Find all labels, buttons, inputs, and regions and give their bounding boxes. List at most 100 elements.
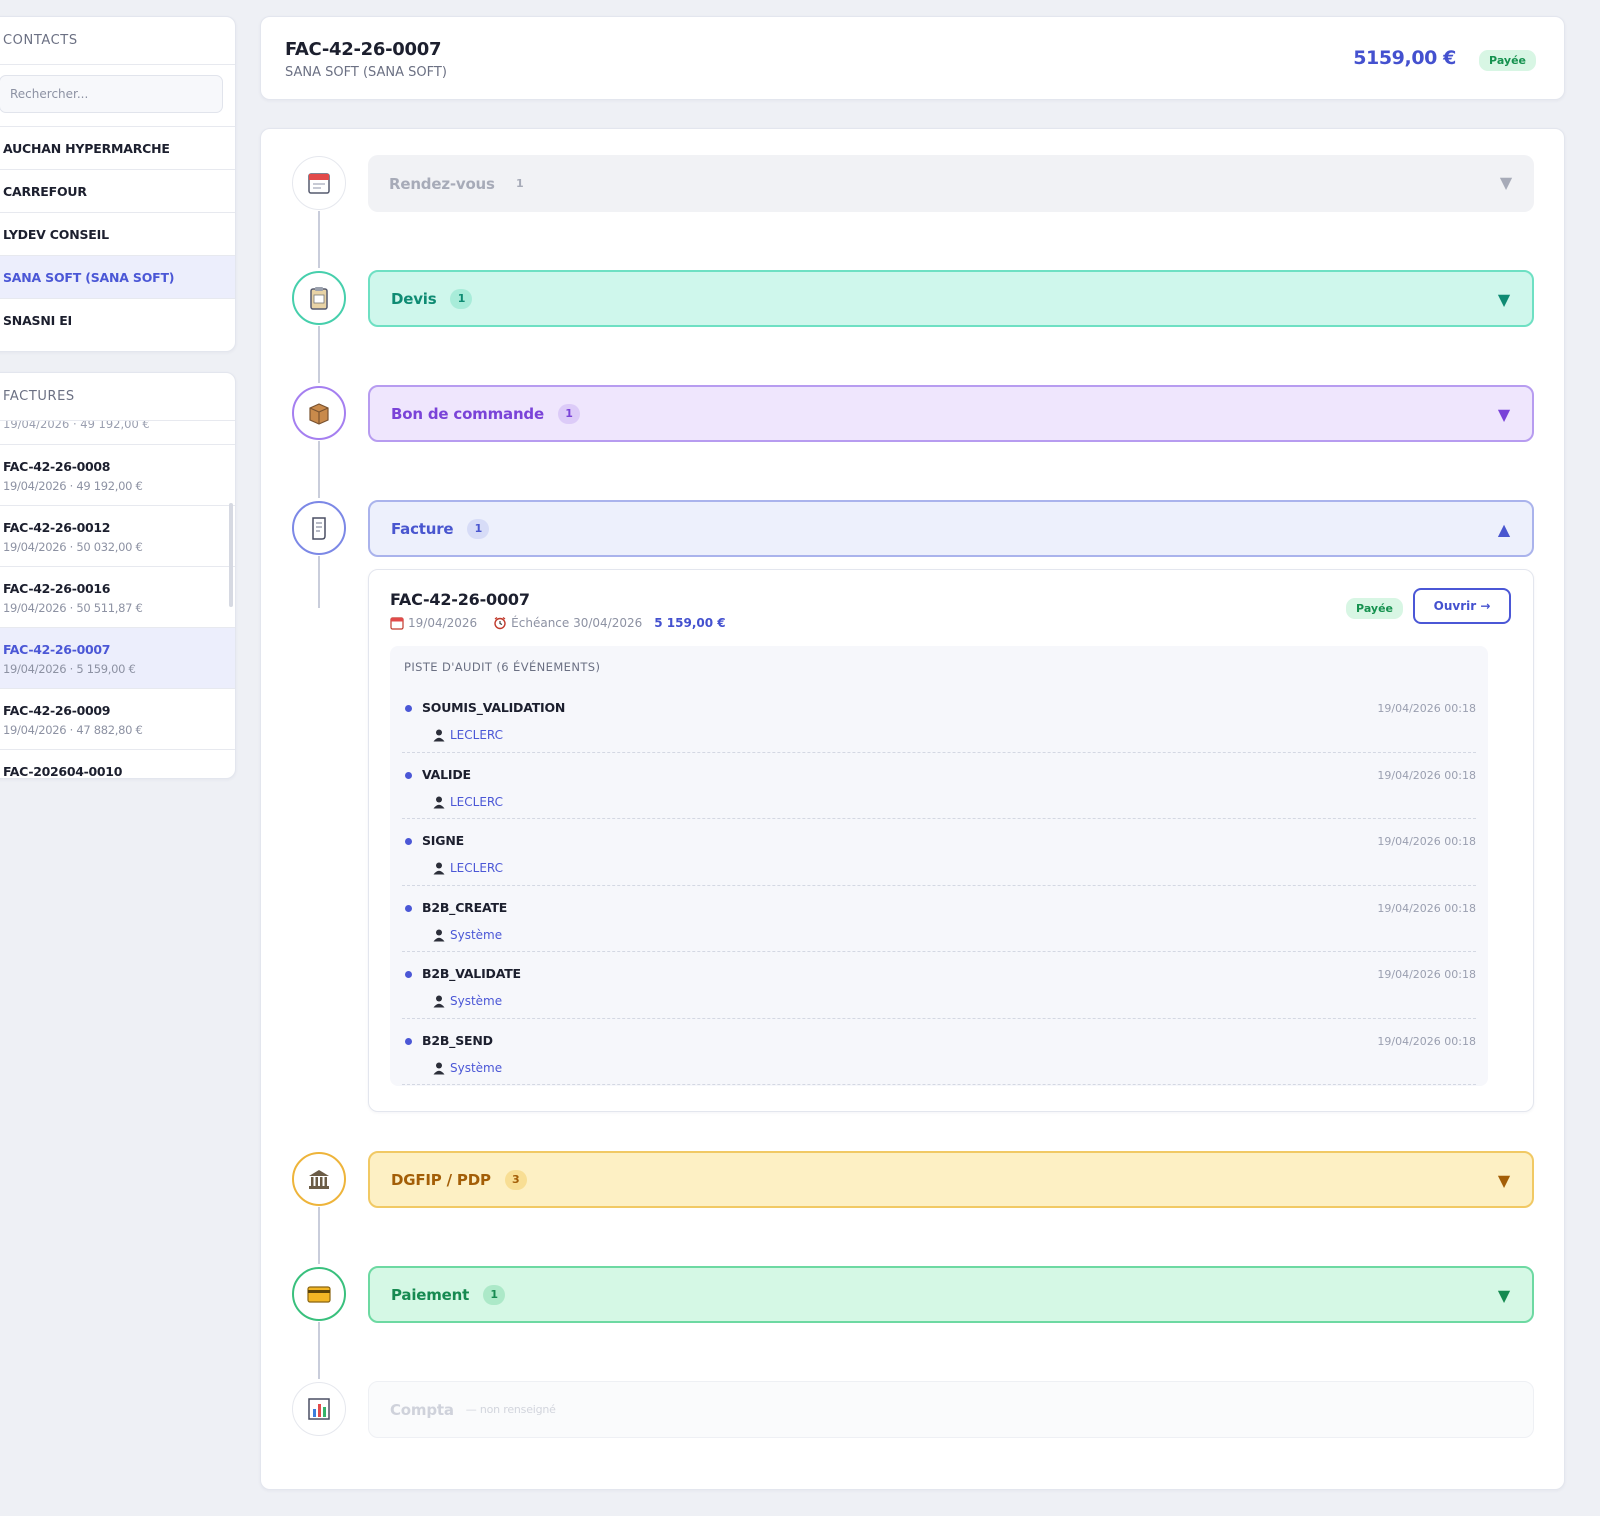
contact-item-snasni[interactable]: SNASNI EI xyxy=(3,313,72,328)
chevron-down-icon[interactable]: ▼ xyxy=(1497,405,1510,424)
facture-number: FAC-42-26-0012 xyxy=(3,520,111,535)
event-name: B2B_VALIDATE xyxy=(422,966,521,981)
event-user: LECLERC xyxy=(432,861,503,875)
event-user: Système xyxy=(432,994,502,1008)
stage-dgfip-pdp[interactable]: DGFIP / PDP 3 ▼ xyxy=(368,1151,1534,1208)
audit-event: B2B_VALIDATE Système 19/04/2026 00:18 xyxy=(402,952,1476,1019)
stage-count: 1 xyxy=(557,403,580,424)
event-dot-icon xyxy=(405,838,412,845)
facture-meta: 19/04/2026 · 50 032,00 € xyxy=(3,540,143,554)
calendar-icon xyxy=(390,617,404,630)
facture-item[interactable]: FAC-42-26-0012 19/04/2026 · 50 032,00 € xyxy=(0,506,235,567)
timeline-connector xyxy=(318,1207,320,1264)
status-badge: Payée xyxy=(1346,598,1403,619)
chevron-down-icon[interactable]: ▼ xyxy=(1499,173,1512,192)
audit-event: SOUMIS_VALIDATION LECLERC 19/04/2026 00:… xyxy=(402,686,1476,753)
contact-item-lydev[interactable]: LYDEV CONSEIL xyxy=(0,213,235,256)
header-amount: 5159,00 € xyxy=(1353,47,1456,69)
facture-list-scrollbar[interactable] xyxy=(229,503,233,607)
event-user: LECLERC xyxy=(432,728,503,742)
event-dot-icon xyxy=(405,971,412,978)
event-dot-icon xyxy=(405,771,412,779)
user-icon xyxy=(433,1062,445,1074)
stage-label: Paiement xyxy=(391,1285,470,1304)
event-name: SOUMIS_VALIDATION xyxy=(422,700,566,715)
stage-rendez-vous[interactable]: Rendez-vous 1 ▼ xyxy=(368,155,1534,212)
event-user-name: Système xyxy=(450,1060,503,1075)
timeline-connector xyxy=(318,556,320,608)
invoice-date: 19/04/2026 xyxy=(408,616,478,630)
event-time: 19/04/2026 00:18 xyxy=(1377,968,1476,981)
timeline-connector xyxy=(318,211,320,268)
stage-label: Facture xyxy=(391,519,454,538)
status-badge: Payée xyxy=(1479,50,1536,71)
stage-count: 1 xyxy=(483,1284,506,1305)
chevron-down-icon[interactable]: ▼ xyxy=(1497,1286,1510,1305)
page-subtitle: SANA SOFT (SANA SOFT) xyxy=(285,65,447,80)
invoice-number: FAC-42-26-0007 xyxy=(390,590,530,609)
facture-meta: 19/04/2026 · 49 192,00 € xyxy=(3,479,143,493)
package-icon xyxy=(309,403,329,425)
event-user-name: Système xyxy=(450,927,503,942)
facture-item[interactable]: FAC-202604-0010 xyxy=(0,750,235,779)
credit-card-icon xyxy=(307,1286,331,1303)
event-user-name: LECLERC xyxy=(450,728,504,742)
facture-meta: 19/04/2026 · 47 882,80 € xyxy=(3,723,143,737)
search-container xyxy=(0,65,235,127)
facture-list[interactable]: 19/04/2026 · 49 192,00 € FAC-42-26-0008 … xyxy=(0,421,235,779)
audit-trail-title: PISTE D'AUDIT (6 ÉVÉNEMENTS) xyxy=(404,660,601,674)
facture-item[interactable]: FAC-42-26-0009 19/04/2026 · 47 882,80 € xyxy=(0,689,235,750)
chevron-down-icon[interactable]: ▼ xyxy=(1497,1171,1510,1190)
event-dot-icon xyxy=(405,1037,412,1045)
audit-trail: PISTE D'AUDIT (6 ÉVÉNEMENTS) SOUMIS_VALI… xyxy=(390,646,1488,1086)
chevron-up-icon[interactable]: ▲ xyxy=(1497,520,1510,539)
event-time: 19/04/2026 00:18 xyxy=(1377,901,1476,915)
timeline-node-facture xyxy=(292,501,346,555)
invoice-card: FAC-42-26-0007 19/04/2026 Échéance 30/04… xyxy=(368,569,1534,1112)
event-name: B2B_SEND xyxy=(422,1032,493,1048)
facture-meta: 19/04/2026 · 5 159,00 € xyxy=(3,662,136,676)
event-dot-icon xyxy=(405,904,412,912)
document-timeline: Rendez-vous 1 ▼ Devis 1 ▼ Bon de command… xyxy=(260,128,1565,1490)
contact-item-auchan[interactable]: AUCHAN HYPERMARCHE xyxy=(0,127,235,170)
audit-event: B2B_CREATE Système 19/04/2026 00:18 xyxy=(402,886,1476,952)
facture-number: FAC-42-26-0016 xyxy=(3,581,111,596)
event-time: 19/04/2026 00:18 xyxy=(1377,702,1476,715)
calendar-icon xyxy=(308,173,330,194)
open-invoice-button[interactable]: Ouvrir → xyxy=(1413,588,1511,624)
audit-event: B2B_SEND Système 19/04/2026 00:18 xyxy=(402,1019,1476,1085)
stage-bon-de-commande[interactable]: Bon de commande 1 ▼ xyxy=(368,385,1534,442)
user-icon xyxy=(433,995,445,1008)
stage-count: 1 xyxy=(467,518,490,539)
facture-item[interactable]: FAC-42-26-0008 19/04/2026 · 49 192,00 € xyxy=(0,445,235,506)
audit-event: SIGNE LECLERC 19/04/2026 00:18 xyxy=(402,819,1476,886)
event-user-name: Système xyxy=(450,994,503,1008)
invoice-meta: 19/04/2026 Échéance 30/04/2026 5 159,00 … xyxy=(390,616,726,630)
facture-item-active[interactable]: FAC-42-26-0007 19/04/2026 · 5 159,00 € xyxy=(0,628,235,689)
bar-chart-icon xyxy=(308,1398,330,1420)
search-input[interactable] xyxy=(0,75,223,113)
contacts-panel: CONTACTS AUCHAN HYPERMARCHE CARREFOUR LY… xyxy=(0,16,236,352)
stage-devis[interactable]: Devis 1 ▼ xyxy=(368,270,1534,327)
timeline-node-devis xyxy=(292,271,346,325)
contact-item-carrefour[interactable]: CARREFOUR xyxy=(0,170,235,213)
facture-item[interactable]: FAC-42-26-0016 19/04/2026 · 50 511,87 € xyxy=(0,567,235,628)
stage-count: 3 xyxy=(504,1169,527,1190)
timeline-node-paiement xyxy=(292,1267,346,1321)
facture-number: FAC-42-26-0007 xyxy=(3,642,111,657)
timeline-node-bdc xyxy=(292,386,346,440)
stage-paiement[interactable]: Paiement 1 ▼ xyxy=(368,1266,1534,1323)
contact-item-sana-soft[interactable]: SANA SOFT (SANA SOFT) xyxy=(0,256,235,299)
facture-item-partial[interactable]: 19/04/2026 · 49 192,00 € xyxy=(0,421,235,445)
stage-label: Devis xyxy=(391,289,437,308)
facture-number: FAC-42-26-0009 xyxy=(3,703,111,718)
stage-label: Compta xyxy=(390,1400,454,1419)
facture-number: FAC-202604-0010 xyxy=(3,764,123,779)
government-building-icon xyxy=(309,1170,329,1189)
stage-count: 1 xyxy=(450,288,473,309)
factures-panel: FACTURES 19/04/2026 · 49 192,00 € FAC-42… xyxy=(0,372,236,779)
stage-facture[interactable]: Facture 1 ▲ xyxy=(368,500,1534,557)
chevron-down-icon[interactable]: ▼ xyxy=(1497,290,1510,309)
event-user-name: LECLERC xyxy=(450,861,504,875)
alarm-clock-icon xyxy=(494,616,506,630)
